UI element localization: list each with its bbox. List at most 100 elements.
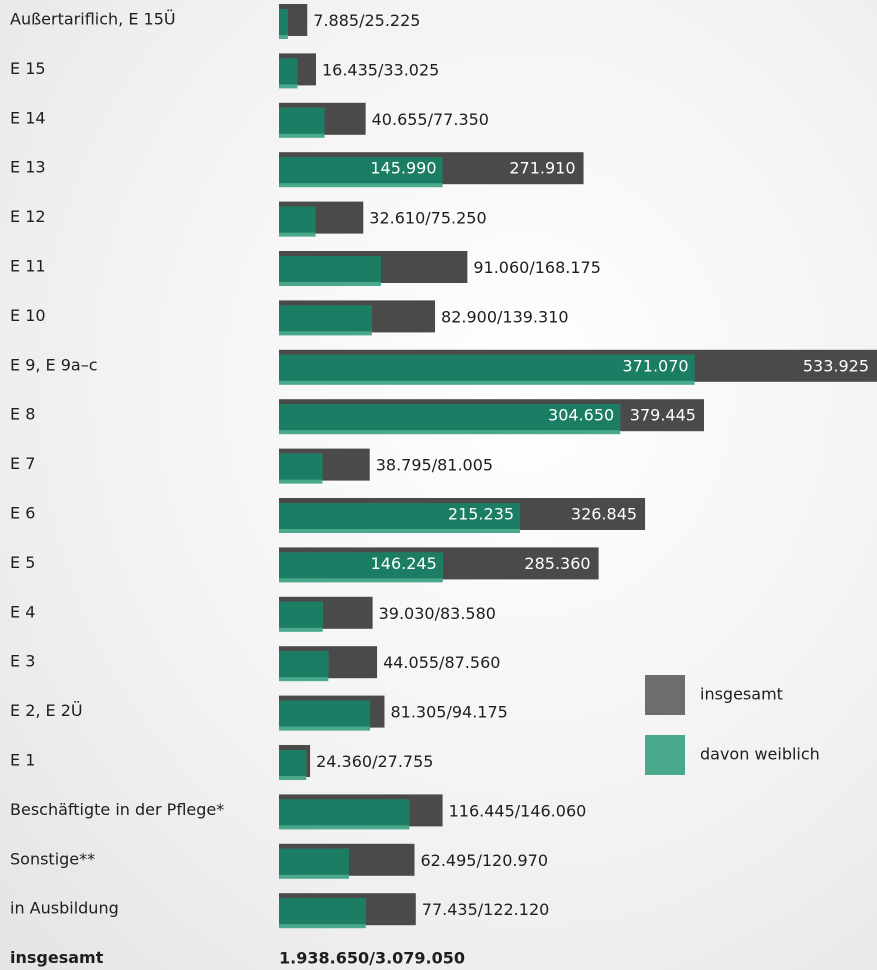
bar-female bbox=[279, 503, 521, 529]
value-label: 81.305/94.175 bbox=[390, 702, 507, 721]
value-label-female: 16.435 bbox=[322, 60, 378, 79]
separator: / bbox=[478, 900, 484, 919]
value-label-total: 33.025 bbox=[383, 60, 439, 79]
value-label-total: 168.175 bbox=[535, 258, 601, 277]
value-label-female: 116.445 bbox=[449, 801, 515, 820]
value-label-female: 82.900 bbox=[441, 307, 497, 326]
total-all: 3.079.050 bbox=[375, 948, 465, 967]
separator: / bbox=[476, 850, 482, 869]
value-label-female: 38.795 bbox=[376, 455, 432, 474]
category-label: E 14 bbox=[10, 108, 46, 127]
category-label: E 1 bbox=[10, 751, 35, 770]
value-label: 62.495/120.970 bbox=[420, 850, 548, 869]
bar-female bbox=[279, 404, 621, 431]
value-label-total: 120.970 bbox=[482, 850, 548, 869]
category-label: E 13 bbox=[10, 158, 46, 177]
value-label-female: 7.885 bbox=[313, 11, 359, 30]
category-label: E 7 bbox=[10, 454, 35, 473]
separator: / bbox=[372, 752, 378, 771]
separator: / bbox=[497, 307, 503, 326]
bar-female bbox=[279, 206, 316, 233]
separator: / bbox=[529, 258, 535, 277]
bar-female bbox=[279, 552, 443, 579]
separator: / bbox=[359, 11, 365, 30]
value-label-total: 139.310 bbox=[502, 307, 568, 326]
separator: / bbox=[378, 60, 384, 79]
bar-female bbox=[279, 750, 307, 776]
value-label-female: 24.360 bbox=[316, 752, 372, 771]
category-label: E 6 bbox=[10, 504, 35, 523]
value-label: 32.610/75.250 bbox=[369, 208, 486, 227]
value-label-female: 304.650 bbox=[548, 406, 614, 425]
value-label-female: 215.235 bbox=[448, 505, 514, 524]
bar-female bbox=[279, 601, 323, 628]
value-label-female: 91.060 bbox=[473, 258, 529, 277]
value-label-female: 371.070 bbox=[622, 356, 688, 375]
value-label-total: 77.350 bbox=[433, 109, 489, 128]
category-label: E 10 bbox=[10, 306, 46, 325]
value-label-total: 285.360 bbox=[524, 554, 590, 573]
category-label: E 2, E 2Ü bbox=[10, 701, 83, 720]
value-label-female: 39.030 bbox=[379, 603, 435, 622]
value-label-total: 379.445 bbox=[630, 406, 696, 425]
value-label-total: 533.925 bbox=[803, 356, 869, 375]
total-label: insgesamt bbox=[10, 948, 104, 967]
value-label-female: 62.495 bbox=[420, 850, 476, 869]
value-label-total: 83.580 bbox=[440, 603, 496, 622]
legend-swatch bbox=[645, 735, 685, 775]
category-label: E 11 bbox=[10, 257, 46, 276]
value-label: 40.655/77.350 bbox=[372, 109, 489, 128]
bar-female bbox=[279, 848, 349, 875]
value-label-total: 146.060 bbox=[520, 801, 586, 820]
category-label: Sonstige** bbox=[10, 849, 95, 868]
category-label: Außertariflich, E 15Ü bbox=[10, 10, 176, 29]
total-value: 1.938.650/3.079.050 bbox=[279, 948, 465, 967]
category-label: E 9, E 9a–c bbox=[10, 355, 98, 374]
value-label-female: 32.610 bbox=[369, 208, 425, 227]
bar-female bbox=[279, 799, 410, 826]
value-label-total: 326.845 bbox=[571, 505, 637, 524]
value-label: 16.435/33.025 bbox=[322, 60, 439, 79]
value-label-total: 122.120 bbox=[483, 900, 549, 919]
value-label-total: 27.755 bbox=[377, 752, 433, 771]
value-label: 39.030/83.580 bbox=[379, 603, 496, 622]
category-label: E 3 bbox=[10, 652, 35, 671]
bar-female bbox=[279, 107, 325, 134]
value-label: 24.360/27.755 bbox=[316, 752, 433, 771]
category-label: E 15 bbox=[10, 59, 46, 78]
value-label-female: 146.245 bbox=[371, 554, 437, 573]
legend-label: davon weiblich bbox=[700, 745, 820, 764]
separator: / bbox=[439, 653, 445, 672]
category-label: E 8 bbox=[10, 405, 35, 424]
value-label: 38.795/81.005 bbox=[376, 455, 493, 474]
value-label-female: 40.655 bbox=[372, 109, 428, 128]
value-label-female: 44.055 bbox=[383, 653, 439, 672]
bar-female bbox=[279, 157, 443, 184]
legend-swatch bbox=[645, 675, 685, 715]
value-label-total: 25.225 bbox=[364, 11, 420, 30]
legend-label: insgesamt bbox=[700, 685, 783, 704]
bar-female bbox=[279, 354, 695, 381]
bar-female bbox=[279, 256, 381, 282]
value-label: 77.435/122.120 bbox=[422, 900, 550, 919]
value-label: 7.885/25.225 bbox=[313, 11, 420, 30]
bar-female bbox=[279, 898, 366, 925]
separator: / bbox=[369, 948, 375, 967]
value-label-total: 94.175 bbox=[452, 702, 508, 721]
bar-female bbox=[279, 700, 371, 727]
separator: / bbox=[432, 455, 438, 474]
total-female: 1.938.650 bbox=[279, 948, 369, 967]
category-label: in Ausbildung bbox=[10, 899, 119, 918]
bar-female bbox=[279, 453, 323, 480]
value-label: 82.900/139.310 bbox=[441, 307, 569, 326]
category-label: E 5 bbox=[10, 553, 35, 572]
value-label-female: 81.305 bbox=[390, 702, 446, 721]
category-label: E 12 bbox=[10, 207, 46, 226]
value-label-total: 81.005 bbox=[437, 455, 493, 474]
category-label: Beschäftigte in der Pflege* bbox=[10, 800, 224, 819]
separator: / bbox=[435, 603, 441, 622]
separator: / bbox=[425, 208, 431, 227]
value-label-total: 75.250 bbox=[431, 208, 487, 227]
value-label: 91.060/168.175 bbox=[473, 258, 601, 277]
bar-female bbox=[279, 9, 288, 35]
